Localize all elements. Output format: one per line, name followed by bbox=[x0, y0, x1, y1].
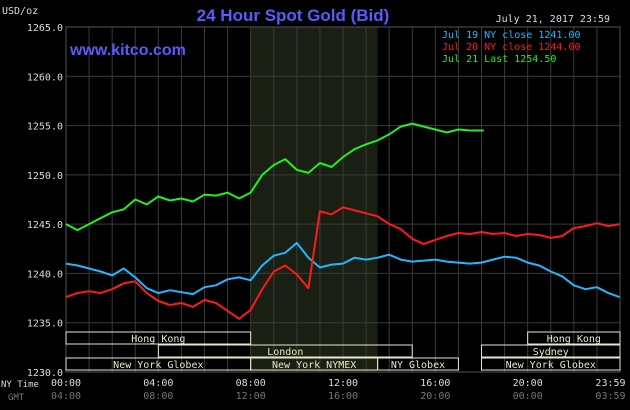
session-label: Sydney bbox=[533, 347, 569, 358]
x-tick-label-ny: 00:00 bbox=[51, 378, 81, 389]
gmt-label: GMT bbox=[8, 393, 25, 403]
x-tick-label-gmt: 20:00 bbox=[420, 391, 450, 402]
series-line-1 bbox=[65, 241, 620, 299]
x-tick-label-ny: 04:00 bbox=[143, 378, 173, 389]
session-box bbox=[527, 331, 621, 345]
session-label: New York Globex bbox=[113, 360, 203, 371]
y-tick-label: 1255.0 bbox=[27, 122, 63, 133]
session-box bbox=[481, 344, 621, 358]
y-tick-label: 1235.0 bbox=[27, 319, 63, 330]
session-label: NY Globex bbox=[391, 360, 445, 371]
x-tick-label-gmt: 12:00 bbox=[236, 391, 266, 402]
session-box bbox=[157, 344, 413, 358]
chart-title: 24 Hour Spot Gold (Bid) bbox=[197, 6, 390, 25]
legend-jul20: Jul 20 NY close 1244.00 bbox=[442, 42, 580, 53]
series-lines bbox=[65, 122, 620, 320]
y-tick-label: 1250.0 bbox=[27, 171, 63, 182]
y-tick-label: 1245.0 bbox=[27, 220, 63, 231]
session-box bbox=[481, 357, 621, 371]
series-line-3 bbox=[65, 122, 484, 232]
x-tick-label-gmt: 00:00 bbox=[513, 391, 543, 402]
y-tick-label: 1240.0 bbox=[27, 269, 63, 280]
plot-frame bbox=[65, 26, 621, 373]
session-label: New York NYMEX bbox=[272, 360, 356, 371]
y-tick-label: 1260.0 bbox=[27, 72, 63, 83]
grid bbox=[65, 26, 621, 373]
x-tick-label-gmt: 08:00 bbox=[143, 391, 173, 402]
session-label: London bbox=[267, 347, 303, 358]
market-sessions: Hong Kong London New York Globex New York N… bbox=[65, 331, 621, 371]
legend: Jul 19 NY close 1241.00 Jul 20 NY close … bbox=[442, 30, 580, 65]
x-tick-label-ny: 16:00 bbox=[420, 378, 450, 389]
legend-jul19: Jul 19 NY close 1241.00 bbox=[442, 30, 580, 41]
series-line-2 bbox=[65, 206, 620, 320]
ny-time-label: NY Time bbox=[1, 380, 39, 390]
session-label: New York Globex bbox=[506, 360, 596, 371]
session-label: Hong Kong bbox=[131, 334, 185, 345]
x-tick-label-ny: 20:00 bbox=[513, 378, 543, 389]
x-tick-label-gmt: 04:00 bbox=[51, 391, 81, 402]
x-tick-label-ny: 23:59 bbox=[595, 378, 625, 389]
website-label: www.kitco.com bbox=[69, 42, 186, 59]
x-tick-label-ny: 12:00 bbox=[328, 378, 358, 389]
nymex-highlight bbox=[250, 27, 378, 372]
legend-jul21: Jul 21 Last 1254.50 bbox=[442, 54, 556, 65]
x-tick-label-gmt: 16:00 bbox=[328, 391, 358, 402]
x-tick-label-ny: 08:00 bbox=[236, 378, 266, 389]
x-tick-label-gmt: 03:59 bbox=[595, 391, 625, 402]
axes: 1265.0 1260.0 1255.0 1250.0 1245.0 1240.0 1235… bbox=[27, 23, 626, 402]
session-box bbox=[377, 357, 459, 371]
y-tick-label: 1230.0 bbox=[27, 368, 63, 379]
unit-label: USD/oz bbox=[2, 6, 38, 17]
session-label: Hong Kong bbox=[547, 334, 601, 345]
session-box bbox=[65, 331, 252, 345]
y-tick-label: 1265.0 bbox=[27, 23, 63, 34]
datetime-label: July 21, 2017 23:59 bbox=[496, 14, 610, 25]
